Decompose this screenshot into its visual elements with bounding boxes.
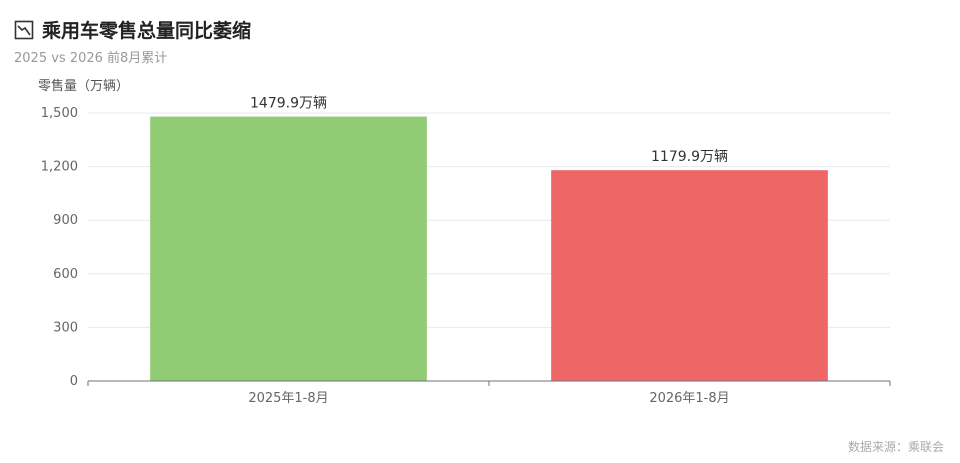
y-axis-label: 零售量（万辆） xyxy=(38,78,129,94)
bars: 1479.9万辆 1179.9万辆 xyxy=(150,96,828,382)
x-tick-label: 2026年1-8月 xyxy=(649,391,729,406)
bar xyxy=(150,116,427,382)
y-tick-label: 300 xyxy=(53,320,78,335)
y-tick-label: 900 xyxy=(53,213,78,228)
x-tick-label: 2025年1-8月 xyxy=(248,391,328,406)
x-axis: 2025年1-8月 2026年1-8月 xyxy=(87,380,891,406)
data-source: 数据来源：乘联会 xyxy=(847,440,944,454)
title-row: 乘用车零售总量同比萎缩 xyxy=(14,16,251,43)
page-subtitle: 2025 vs 2026 前8月累计 xyxy=(14,51,168,66)
y-tick-label: 0 xyxy=(70,374,78,389)
y-tick-label: 600 xyxy=(53,267,78,282)
y-tick-label: 1,500 xyxy=(41,106,78,121)
data-label: 1179.9万辆 xyxy=(651,149,728,165)
y-axis-ticks: 0 300 600 900 1,200 1,500 xyxy=(41,106,78,389)
y-tick-label: 1,200 xyxy=(41,160,78,175)
bar xyxy=(551,170,828,381)
page-title: 乘用车零售总量同比萎缩 xyxy=(42,20,252,42)
chart-line-down-icon xyxy=(14,20,34,39)
data-label: 1479.9万辆 xyxy=(250,96,327,112)
